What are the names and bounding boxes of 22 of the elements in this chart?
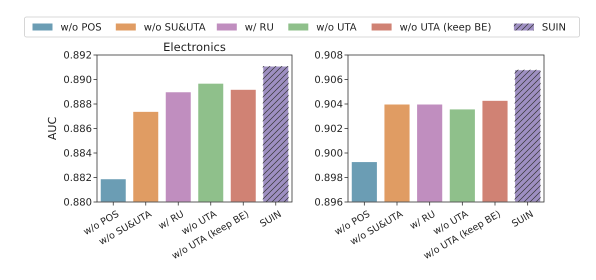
chart-title: Electronics [163,40,226,54]
y-tick-label: 0.886 [63,124,92,135]
legend-label: w/o UTA [316,22,357,34]
y-tick-label: 0.884 [63,148,92,160]
legend-label: SUIN [542,22,566,34]
y-tick-label: 0.904 [314,100,343,110]
y-tick-label: 0.892 [63,50,92,62]
y-tick-label: 0.896 [314,198,343,208]
y-tick-label: 0.906 [314,75,343,86]
y-tick-label: 0.902 [314,124,343,135]
y-tick-label: 0.900 [314,148,343,160]
y-tick-label: 0.908 [314,50,343,62]
y-tick-label: 0.880 [63,198,92,208]
y-axis-title: AUC [46,116,59,140]
y-tick-label: 0.898 [314,173,343,184]
y-tick-label: 0.890 [63,75,92,86]
legend-label: w/o POS [60,22,102,34]
legend-label: w/o SU&UTA [144,22,206,34]
legend-label: w/ RU [244,22,274,34]
y-tick-label: 0.888 [63,100,92,110]
legend-label: w/o UTA (keep BE) [400,22,492,34]
y-tick-label: 0.882 [63,173,92,184]
